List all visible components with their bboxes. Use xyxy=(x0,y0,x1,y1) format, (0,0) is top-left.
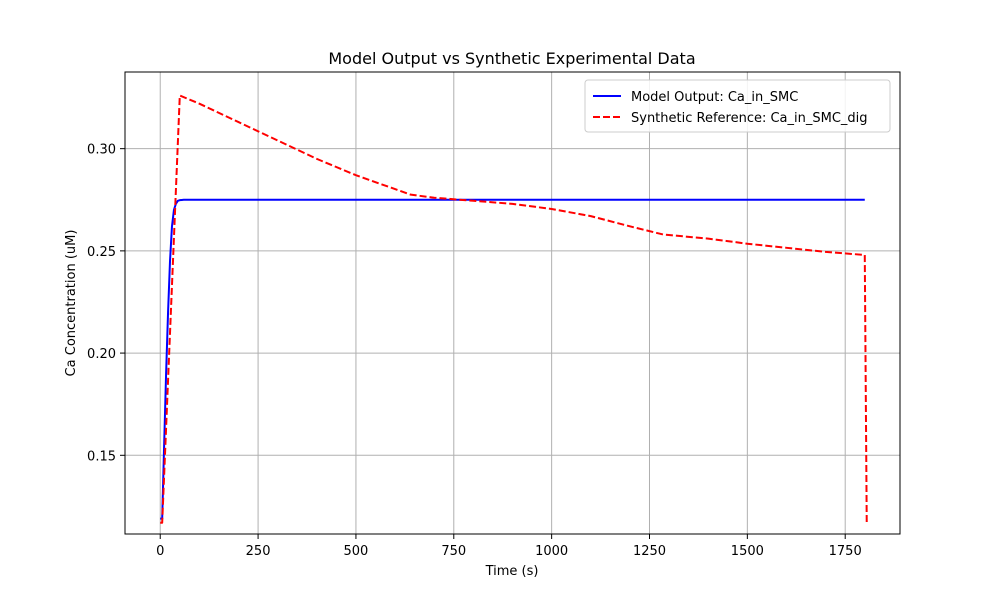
y-tick-label: 0.30 xyxy=(87,143,116,158)
ticks: 0 250 500 750 1000 1250 1500 1750 0.15 0.20 0.25 0.… xyxy=(87,143,862,559)
y-tick-label: 0.15 xyxy=(87,449,116,464)
chart-title: Model Output vs Synthetic Experimental D… xyxy=(328,49,695,68)
legend: Model Output: Ca_in_SMC Synthetic Referen… xyxy=(584,79,891,133)
series-layer xyxy=(160,94,868,524)
x-tick-label: 750 xyxy=(441,544,466,559)
x-tick-label: 1250 xyxy=(633,544,666,559)
series-line-1 xyxy=(160,198,865,520)
x-axis-label: Time (s) xyxy=(485,564,539,579)
y-tick-label: 0.20 xyxy=(87,347,116,362)
legend-label-2: Synthetic Reference: Ca_in_SMC_dig xyxy=(631,111,868,126)
x-tick-label: 1000 xyxy=(535,544,568,559)
legend-box xyxy=(584,79,891,133)
y-tick-label: 0.25 xyxy=(87,245,116,260)
x-tick-label: 1750 xyxy=(829,544,862,559)
x-tick-label: 500 xyxy=(344,544,369,559)
x-tick-label: 250 xyxy=(246,544,271,559)
plot-frame xyxy=(124,71,901,535)
grid xyxy=(125,72,900,534)
x-tick-label: 0 xyxy=(156,544,164,559)
series-line-2 xyxy=(160,94,868,524)
legend-label-1: Model Output: Ca_in_SMC xyxy=(631,90,798,105)
y-axis-label: Ca Concentration (uM) xyxy=(64,230,79,377)
x-tick-label: 1500 xyxy=(731,544,764,559)
